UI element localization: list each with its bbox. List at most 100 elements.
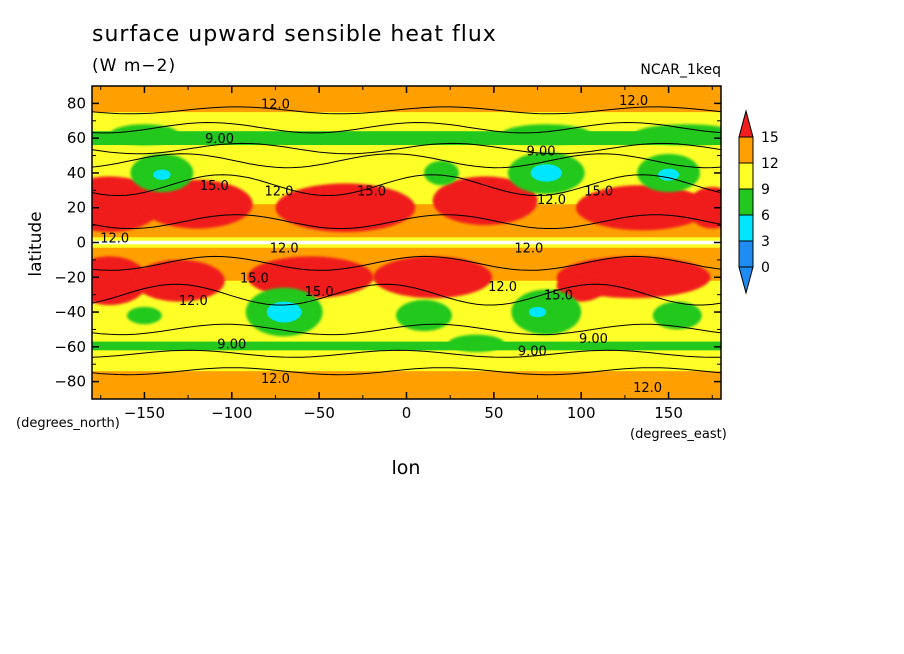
contour-label: 12.0 [619,94,648,109]
chart-units: (W m−2) [92,56,177,76]
contour-label: 12.0 [261,97,290,112]
y-tick-label: 60 [67,129,86,147]
contour-label: 12.0 [264,184,293,199]
dataset-label: NCAR_1keq [640,62,721,78]
y-tick-label: 20 [67,199,86,217]
band-yellow-north [92,145,721,177]
heat-cell-south-5 [556,270,606,302]
heat-cell-north-5 [687,186,721,229]
contour-label: 9.00 [205,132,234,147]
y-tick-label: −80 [54,373,86,391]
colorbar-label: 15 [761,130,779,146]
contour-line-1 [92,121,721,134]
contour-label: 9.00 [217,337,246,352]
contour-label: 15.0 [200,179,229,194]
contour-label: 9.00 [518,344,547,359]
heat-cell-north-3 [432,176,538,226]
contour-label: 15.0 [240,271,269,286]
contour-line-6 [92,255,721,271]
contour-label: 12.0 [633,381,662,396]
min-cell-north-cyan-3 [153,169,171,180]
contour-line-5 [92,214,721,229]
y-axis-units: (degrees_north) [16,416,120,431]
heat-cell-north-4 [575,185,709,231]
green-patch-n3 [500,124,592,146]
x-tick-label: −100 [211,404,252,422]
colorbar-arrow-top [738,109,754,138]
green-patch-n1 [109,124,180,146]
heat-cell-north-2 [275,183,416,233]
colorbar-segment [738,162,754,190]
min-cell-north-cyan [530,164,563,182]
y-tick-label: 80 [67,94,86,112]
contour-label: 15.0 [305,285,334,300]
contour-label: 12.0 [270,242,299,257]
x-tick-label: 0 [402,404,412,422]
colorbar-segment [738,214,754,242]
colorbar-label: 9 [761,182,770,198]
green-patch-s1 [448,334,505,353]
contour-line-8 [92,323,721,336]
band-equator-core [92,240,721,245]
colorbar-arrow-bottom [738,266,754,295]
colorbar-label: 12 [761,156,779,172]
y-axis: −80 −60 −40 −20 0 20 40 60 80 [54,85,721,400]
contour-line-3 [92,153,721,169]
y-tick-label: −20 [54,268,86,286]
contour-label: 12.0 [261,372,290,387]
min-cell-north-cyan-2 [658,168,680,181]
colorbar-label: 3 [761,234,770,250]
x-tick-label: 150 [654,404,683,422]
contour-line-9 [92,349,721,358]
contour-line-2 [92,142,721,155]
colorbar-segment [738,136,754,164]
contour-label: 12.0 [179,294,208,309]
chart-title: surface upward sensible heat flux [92,22,497,47]
y-tick-label: −60 [54,338,86,356]
min-cell-south-cyan-2 [528,306,547,318]
x-axis-label: lon [391,457,421,479]
contour-line-10 [92,367,721,376]
colorbar-segment [738,188,754,216]
contour-lines [92,106,721,376]
contour-label: 12.0 [537,193,566,208]
x-tick-label: 50 [484,404,503,422]
band-green-north [92,131,721,146]
heat-cell-north-0 [92,176,162,233]
contour-label: 15.0 [584,184,613,199]
heat-cell-north-1 [140,179,253,229]
green-patch-n2 [633,124,721,146]
low-cell-south-4 [126,306,162,325]
x-tick-label: 100 [567,404,596,422]
heat-cell-south-3 [373,256,493,299]
x-tick-label: −50 [303,404,335,422]
heat-cell-south-2 [247,256,374,299]
colorbar-label: 6 [761,208,770,224]
min-cell-south-cyan [266,301,302,323]
low-cell-north-3 [423,160,459,186]
low-cell-south-1 [396,299,452,332]
colorbar-segment [738,240,754,268]
contour-label: 12.0 [514,242,543,257]
contour-label: 15.0 [544,289,573,304]
colorbar: 15 12 9 6 3 0 [738,109,779,295]
contour-line-0 [92,106,721,115]
heat-cell-south-1 [133,259,225,302]
colorbar-label: 0 [761,260,770,276]
contour-label: 12.0 [100,231,129,246]
contour-line-4 [92,174,721,197]
x-axis-units: (degrees_east) [630,427,727,442]
y-tick-label: 0 [76,234,86,252]
x-tick-label: −150 [124,404,165,422]
contour-label: 9.00 [527,144,556,159]
contour-label: 9.00 [579,332,608,347]
band-green-south [92,341,721,351]
contour-label: 12.0 [488,280,517,295]
low-cell-south-3 [652,301,702,330]
contour-label: 15.0 [357,184,386,199]
y-tick-label: −40 [54,303,86,321]
x-axis: −150 −100 −50 0 50 100 150 [100,86,713,422]
contour-line-7 [92,283,721,306]
